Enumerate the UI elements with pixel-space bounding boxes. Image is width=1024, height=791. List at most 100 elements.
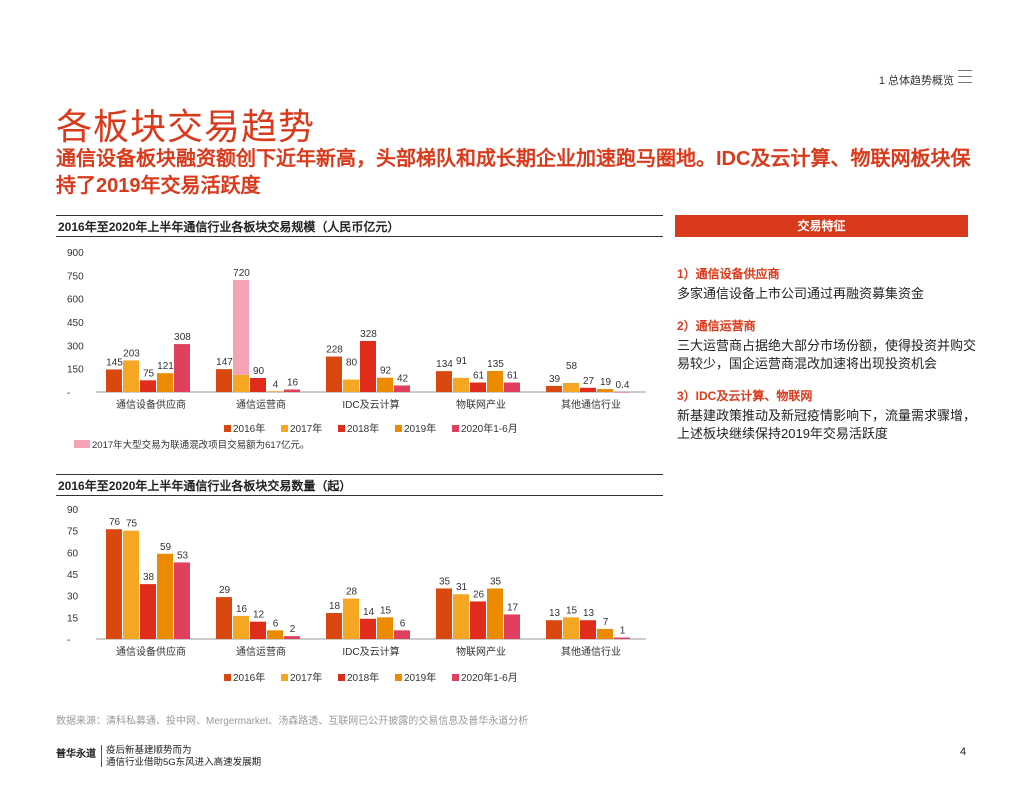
bar — [233, 374, 249, 392]
page-title: 各板块交易趋势 — [56, 107, 316, 147]
note-swatch — [74, 440, 90, 448]
legend-label: 2020年1-6月 — [461, 422, 518, 435]
bar — [106, 369, 122, 392]
bar — [377, 617, 393, 639]
y-tick-label: - — [67, 635, 70, 646]
data-label: 1 — [620, 626, 626, 637]
bar — [267, 391, 283, 392]
bar — [174, 344, 190, 392]
legend-label: 2020年1-6月 — [461, 671, 518, 684]
bar — [614, 637, 630, 639]
footer-report-line1: 疫后新基建顺势而为 — [106, 745, 192, 756]
bar — [157, 373, 173, 392]
x-tick-label: 其他通信行业 — [561, 398, 621, 411]
feature-desc: 三大运营商占据绝大部分市场份额，使得投资并购交易较少，国企运营商混改加速将出现投… — [677, 338, 977, 371]
bar — [216, 369, 232, 392]
data-label: 92 — [380, 366, 392, 377]
data-label: 31 — [456, 582, 468, 593]
bar — [597, 628, 613, 639]
bar — [487, 371, 503, 392]
legend-swatch — [338, 425, 345, 432]
data-label: 18 — [329, 601, 341, 612]
bar — [546, 385, 562, 392]
x-tick-label: 通信运营商 — [236, 398, 286, 411]
x-tick-label: 物联网产业 — [456, 645, 506, 658]
y-tick-label: 60 — [67, 548, 79, 559]
bar — [487, 588, 503, 639]
bar — [250, 378, 266, 392]
legend-swatch — [452, 425, 459, 432]
y-tick-label: 450 — [67, 318, 84, 329]
data-label: 39 — [549, 374, 561, 385]
bar — [436, 588, 452, 639]
data-label: 2 — [290, 624, 296, 635]
y-tick-label: 900 — [67, 248, 84, 259]
bar — [470, 601, 486, 639]
x-tick-label: 物联网产业 — [456, 398, 506, 411]
x-tick-label: 通信运营商 — [236, 645, 286, 658]
legend-label: 2016年 — [233, 671, 265, 684]
data-label: 26 — [473, 589, 485, 600]
bar — [360, 618, 376, 639]
y-tick-label: 600 — [67, 295, 84, 306]
x-tick-label: 通信设备供应商 — [116, 645, 186, 658]
data-label: 203 — [123, 348, 140, 359]
bar — [326, 613, 342, 639]
legend-label: 2018年 — [347, 422, 379, 435]
data-label: 145 — [106, 357, 123, 368]
page-number: 4 — [960, 746, 967, 758]
data-label: 328 — [360, 329, 377, 340]
bar — [597, 389, 613, 392]
bar — [563, 617, 579, 639]
data-label: 6 — [273, 618, 279, 629]
menu-icon[interactable] — [958, 70, 972, 83]
footer-brand: 普华永道 — [56, 749, 96, 760]
data-label: 61 — [473, 371, 485, 382]
data-label: 4 — [273, 379, 279, 390]
data-label: 58 — [566, 361, 578, 372]
legend-swatch — [395, 674, 402, 681]
legend-swatch — [452, 674, 459, 681]
legend-label: 2016年 — [233, 422, 265, 435]
feature-desc: 新基建政策推动及新冠疫情影响下，流量需求骤增，上述板块继续保持2019年交易活跃… — [677, 408, 977, 441]
data-label: 0.4 — [616, 380, 630, 391]
legend-swatch — [224, 425, 231, 432]
data-label: 228 — [326, 345, 343, 356]
data-label: 35 — [439, 576, 451, 587]
bar — [140, 584, 156, 639]
source-note: 数据来源：清科私募通、投中网、Mergermarket、汤森路透、互联网已公开披… — [56, 716, 529, 727]
data-label: 16 — [236, 604, 248, 615]
data-label: 7 — [603, 617, 609, 628]
y-tick-label: 30 — [67, 592, 79, 603]
bar — [580, 620, 596, 639]
bar — [343, 598, 359, 639]
data-label: 308 — [174, 332, 191, 343]
y-tick-label: 75 — [67, 527, 79, 538]
data-label: 13 — [583, 608, 595, 619]
bar-extra — [233, 280, 249, 375]
legend-label: 2017年 — [290, 422, 322, 435]
legend-swatch — [224, 674, 231, 681]
data-label: 6 — [400, 618, 406, 629]
bar — [123, 360, 139, 392]
bar — [157, 553, 173, 639]
bar-total-label: 720 — [233, 268, 250, 279]
y-tick-label: - — [67, 388, 70, 399]
legend-label: 2019年 — [404, 422, 436, 435]
bar — [504, 614, 520, 639]
bar — [343, 379, 359, 392]
y-tick-label: 45 — [67, 570, 79, 581]
bar — [377, 377, 393, 392]
bar — [436, 371, 452, 392]
data-label: 75 — [126, 519, 138, 530]
data-label: 12 — [253, 610, 265, 621]
chart1-title: 2016年至2020年上半年通信行业各板块交易规模（人民币亿元） — [56, 215, 663, 237]
footer-report-line2: 通信行业借助5G东风进入高速发展期 — [106, 757, 262, 768]
bar — [326, 356, 342, 392]
bar — [614, 391, 630, 393]
feature-item-3: 3）IDC及云计算、物联网 新基建政策推动及新冠疫情影响下，流量需求骤增，上述板… — [677, 387, 977, 443]
data-label: 134 — [436, 359, 453, 370]
data-label: 19 — [600, 377, 612, 388]
